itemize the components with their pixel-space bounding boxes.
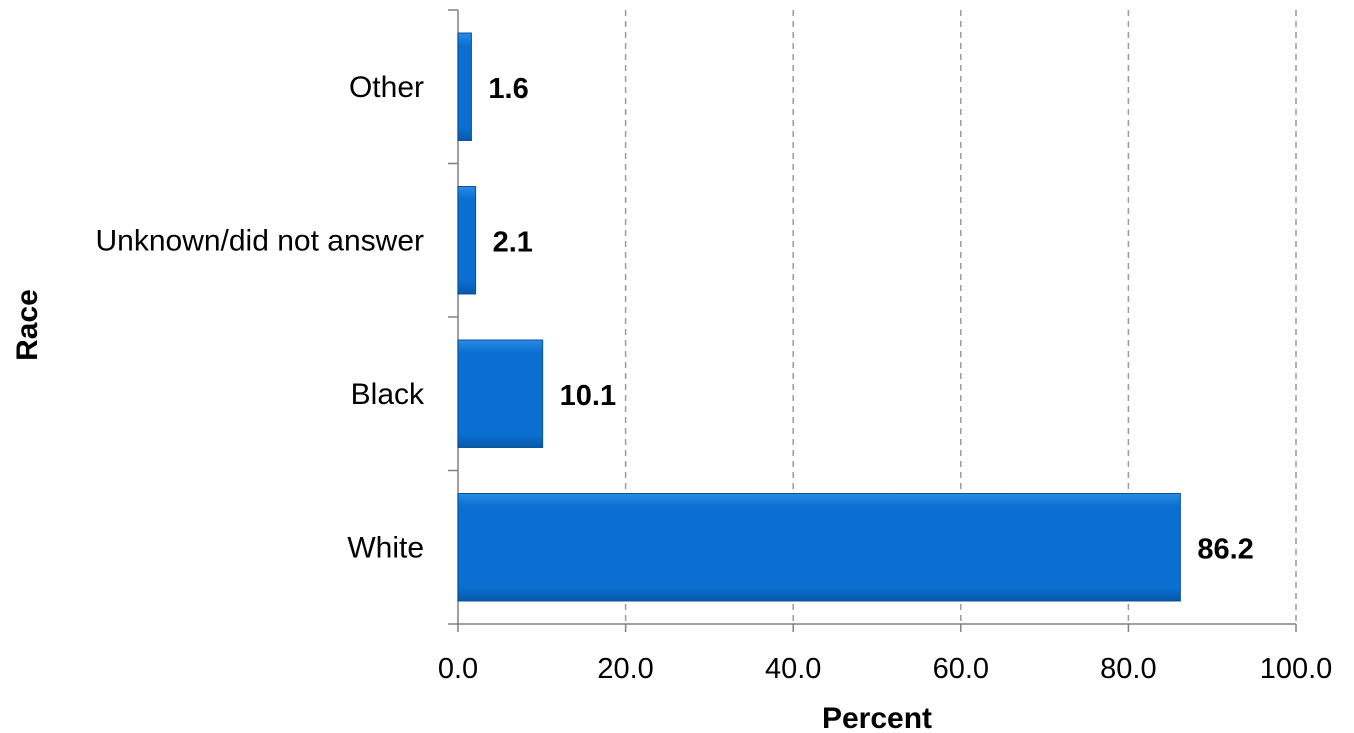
x-tick-label: 100.0 (1260, 653, 1333, 685)
x-axis-title: Percent (822, 702, 932, 733)
bar-other (457, 32, 472, 141)
bar-white (457, 493, 1181, 602)
data-label: 86.2 (1197, 533, 1253, 565)
y-category-label: Other (349, 71, 424, 104)
y-category-label: Black (351, 378, 425, 411)
x-tick-label: 60.0 (933, 653, 989, 685)
y-category-label: White (347, 531, 424, 564)
data-label: 2.1 (493, 226, 533, 258)
bars (457, 32, 1181, 602)
data-label: 10.1 (560, 380, 616, 412)
x-tick-label: 20.0 (597, 653, 653, 685)
bar-unknown-did-not-answer (457, 186, 477, 295)
data-label: 1.6 (488, 73, 528, 105)
labels: 0.0 20.0 40.0 60.0 80.0 100.0 White 86.2 Black 10… (95, 71, 1332, 685)
y-category-label: Unknown/did not answer (95, 224, 424, 257)
bar-black (457, 339, 544, 448)
x-tick-label: 80.0 (1100, 653, 1156, 685)
x-tick-label: 40.0 (765, 653, 821, 685)
x-tick-label: 0.0 (438, 653, 478, 685)
y-axis-title: Race (11, 289, 44, 361)
